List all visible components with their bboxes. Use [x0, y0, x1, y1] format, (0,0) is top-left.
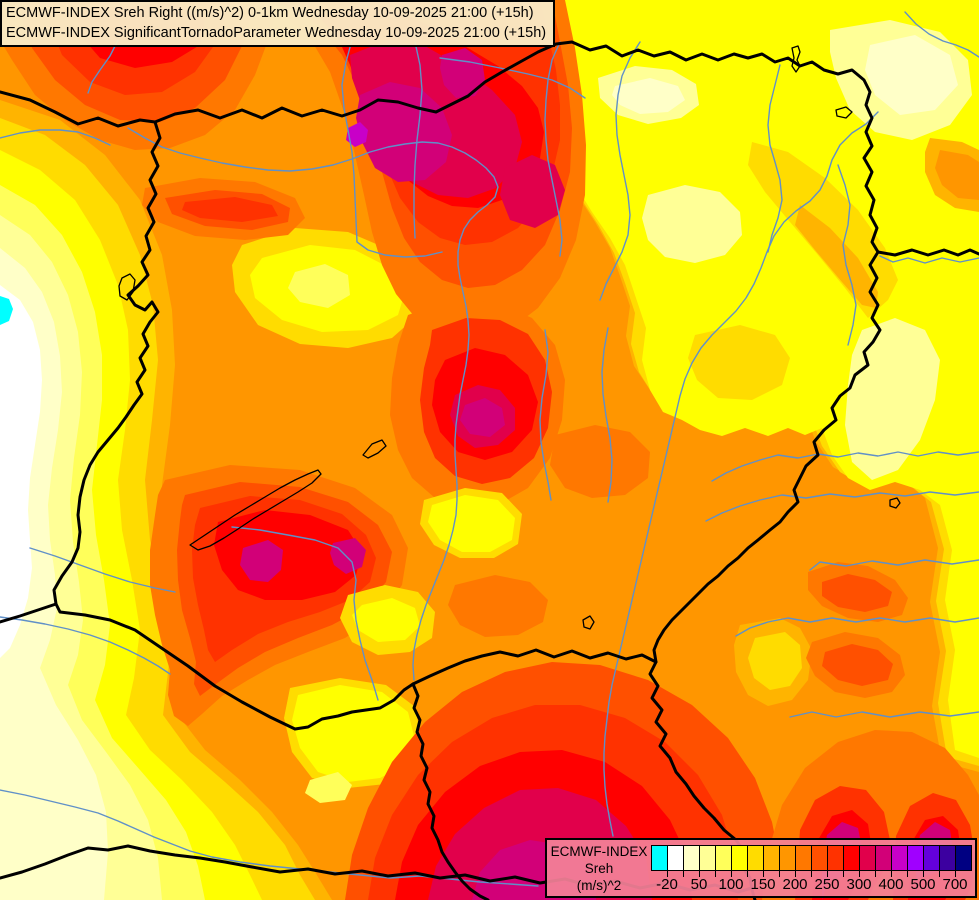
river-danube-nw [87, 39, 119, 94]
legend-tickmark [683, 871, 684, 877]
legend-color-cell [763, 845, 780, 871]
legend-color-cell [715, 845, 732, 871]
legend-color-cell [683, 845, 700, 871]
river-danube [127, 127, 499, 681]
river-tisza [603, 111, 879, 837]
title-line-2: ECMWF-INDEX SignificantTornadoParameter … [6, 25, 547, 41]
legend-tick-label: -20 [656, 876, 678, 893]
lake-velence [362, 439, 387, 459]
lake-small-3 [889, 497, 901, 509]
legend-tickmark [795, 871, 796, 877]
legend-parameter: Sreh [584, 861, 614, 876]
legend-tickmark [763, 871, 764, 877]
legend-tickmark [747, 871, 748, 877]
legend-tickmark [907, 871, 908, 877]
title-line-1: ECMWF-INDEX Sreh Right ((m/s)^2) 0-1km W… [6, 5, 534, 21]
title-box: ECMWF-INDEX Sreh Right ((m/s)^2) 0-1km W… [0, 0, 556, 47]
legend-box: ECMWF-INDEX Sreh (m/s)^2 -20 50 100 150 200 2… [545, 838, 977, 898]
river-sio [231, 526, 379, 701]
legend-tickmark [667, 871, 668, 877]
legend-tickmark [939, 871, 940, 877]
legend-tickmark [811, 871, 812, 877]
legend-tick-label: 500 [910, 876, 936, 893]
legend-label: ECMWF-INDEX Sreh (m/s)^2 [547, 840, 651, 896]
legend-tick-label: 100 [718, 876, 744, 893]
legend-tick-label: 250 [814, 876, 840, 893]
legend-product: ECMWF-INDEX [550, 844, 648, 859]
legend-color-cell [923, 845, 940, 871]
legend-tickmark [699, 871, 700, 877]
river-mura [0, 616, 171, 675]
legend-color-cell [811, 845, 828, 871]
legend-color-cell [939, 845, 956, 871]
legend-tickmark [891, 871, 892, 877]
legend-tick-label: 200 [782, 876, 808, 893]
lake-small-2 [791, 45, 801, 73]
legend-tickmark [843, 871, 844, 877]
border-south [411, 648, 658, 686]
legend-color-cell [795, 845, 812, 871]
legend-tickmark [779, 871, 780, 877]
legend-tickmark [715, 871, 716, 877]
legend-tick-label: 50 [690, 876, 708, 893]
legend-color-cell [667, 845, 684, 871]
border-southwest-stub [0, 602, 58, 624]
legend-tick-label: 700 [942, 876, 968, 893]
lake-small-1 [835, 106, 853, 119]
legend-tickmark [827, 871, 828, 877]
legend-color-cell [955, 845, 972, 871]
legend-unit: (m/s)^2 [576, 878, 622, 893]
legend-tickmark [923, 871, 924, 877]
legend-tickmark [859, 871, 860, 877]
legend-color-cell [731, 845, 748, 871]
legend-scale: -20 50 100 150 200 250 300 400 500 700 [651, 840, 975, 896]
legend-color-cell [859, 845, 876, 871]
legend-color-cell [779, 845, 796, 871]
country-borders [0, 40, 979, 900]
legend-color-cell [651, 845, 668, 871]
legend-color-cell [827, 845, 844, 871]
lake-small-4 [582, 615, 595, 630]
lakes [118, 45, 901, 630]
border-east-branch [876, 248, 979, 257]
legend-tickmark [875, 871, 876, 877]
legend-color-cell [843, 845, 860, 871]
legend-color-cell [699, 845, 716, 871]
legend-cells [651, 845, 972, 871]
legend-color-cell [875, 845, 892, 871]
legend-color-cell [747, 845, 764, 871]
lake-neusiedl [118, 273, 136, 301]
legend-tickmark [731, 871, 732, 877]
legend-tickmark [955, 871, 956, 877]
legend-color-cell [891, 845, 908, 871]
legend-tick-label: 150 [750, 876, 776, 893]
lake-balaton [189, 469, 322, 551]
legend-tick-label: 300 [846, 876, 872, 893]
legend-color-cell [907, 845, 924, 871]
rivers [0, 11, 979, 887]
legend-tick-label: 400 [878, 876, 904, 893]
